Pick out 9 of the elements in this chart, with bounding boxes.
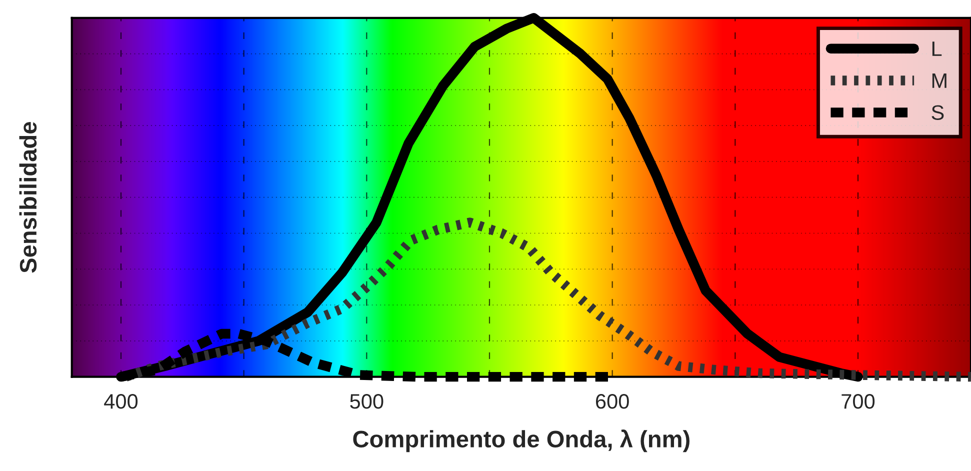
x-tick-label: 600 [596,394,629,409]
y-axis-title: Sensibilidade [19,122,37,273]
x-tick-label: 400 [104,394,138,409]
legend-label: M [932,74,946,88]
legend-label: S [932,105,944,120]
x-tick-label: 700 [842,394,875,409]
x-axis-title: Comprimento de Onda, λ (nm) [353,430,690,452]
legend-label: L [932,42,942,56]
x-tick-label: 500 [350,394,384,409]
